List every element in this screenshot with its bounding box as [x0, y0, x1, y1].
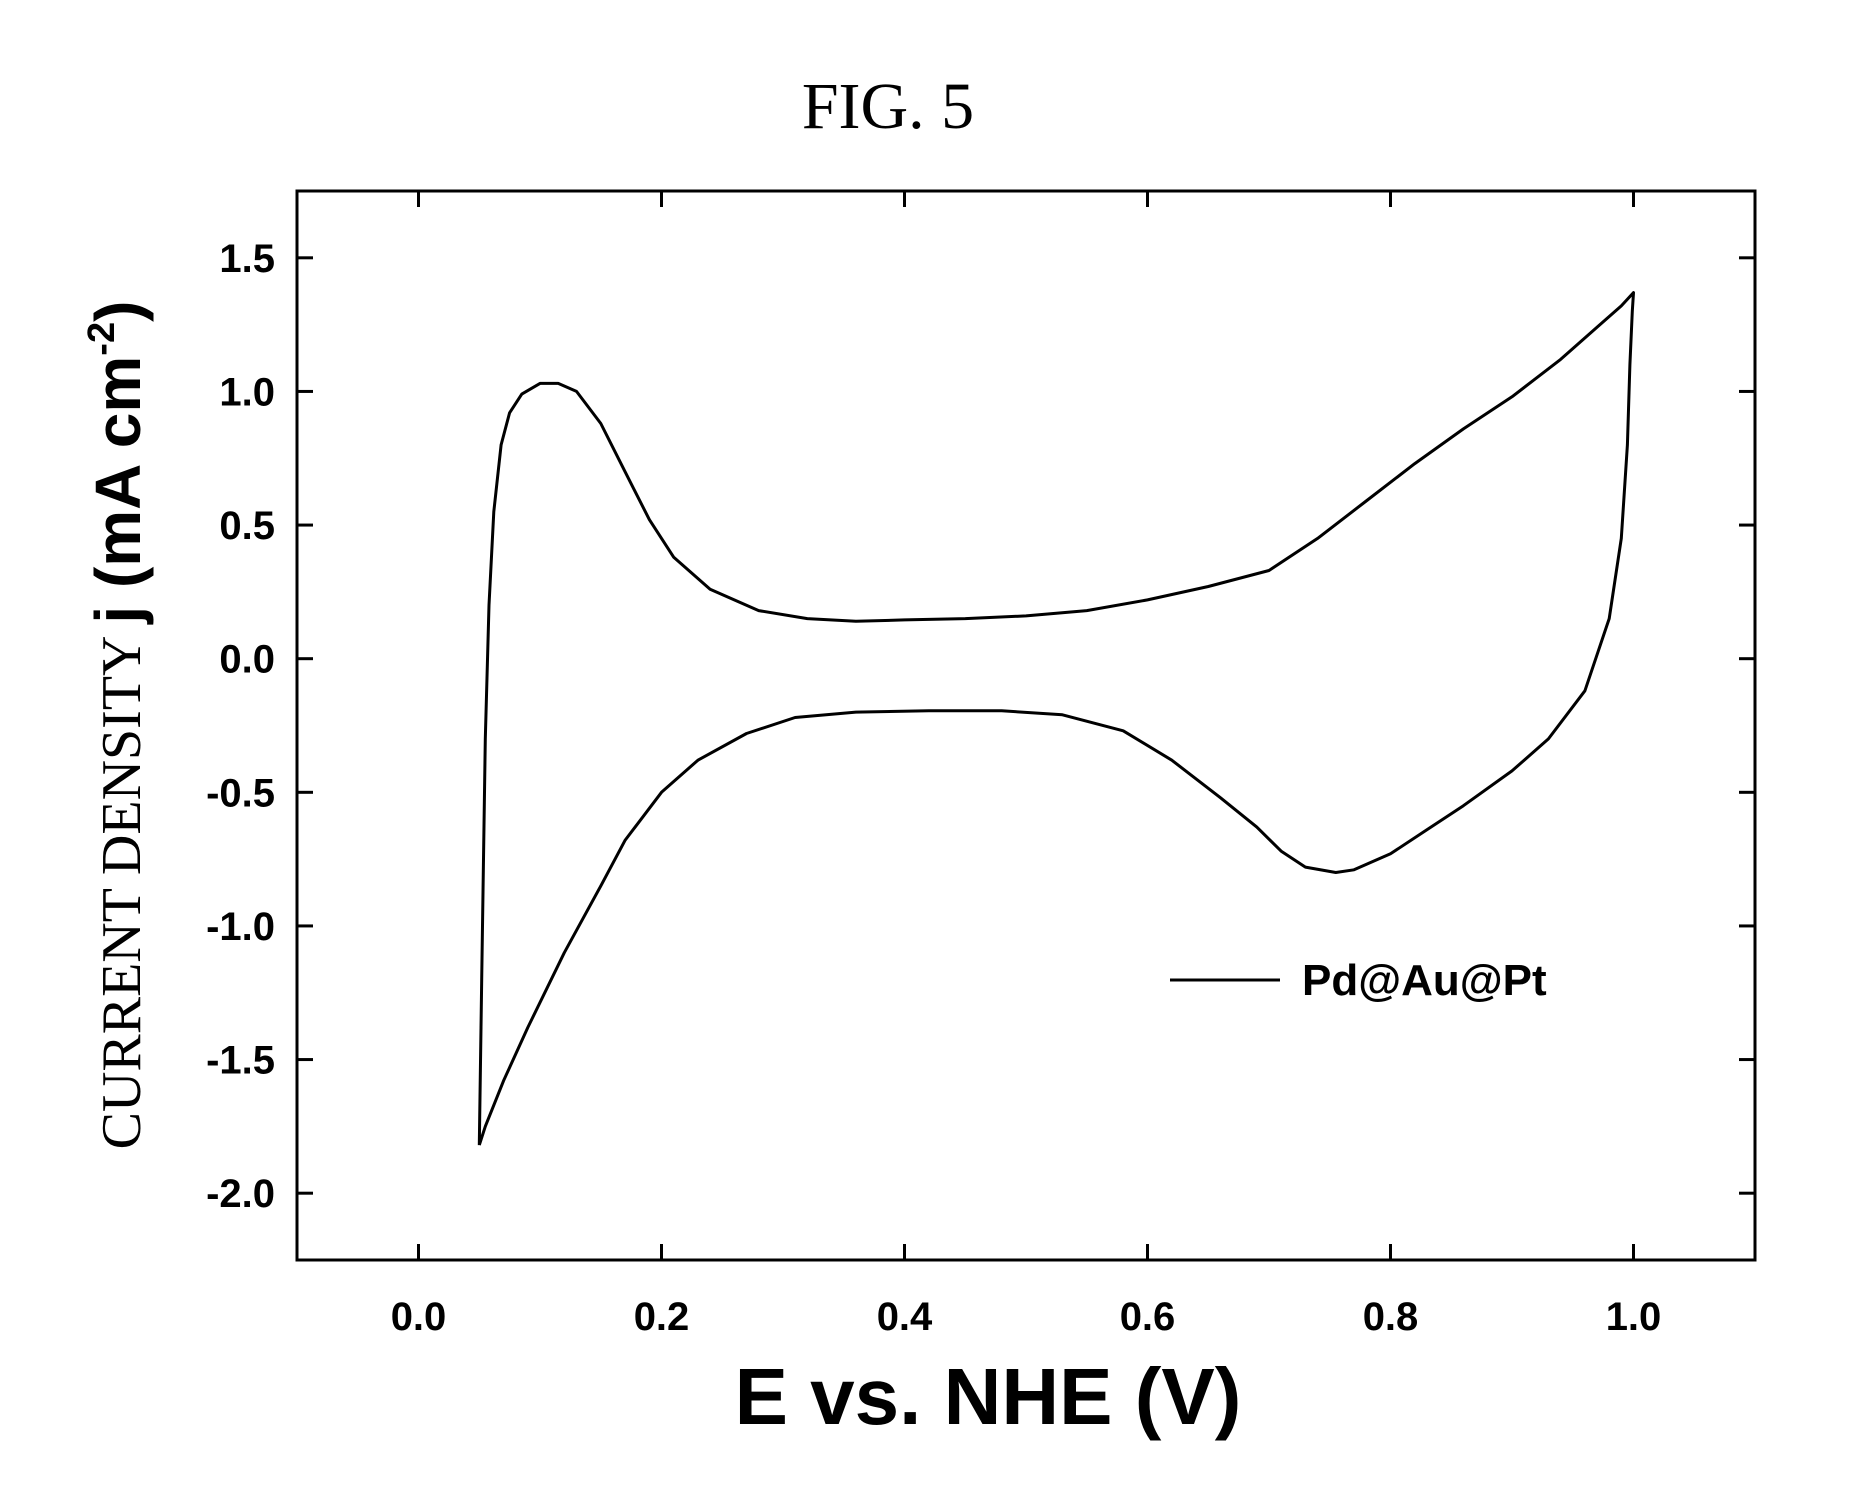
series-line-pd-au-pt — [477, 291, 1635, 1146]
x-tick-label: 0.4 — [877, 1295, 933, 1339]
legend-label: Pd@Au@Pt — [1302, 956, 1547, 1005]
x-tick-label: 1.0 — [1606, 1295, 1662, 1339]
y-axis-label-superscript: -2 — [81, 322, 123, 356]
y-axis-label: CURRENT DENSITY j (mA cm-2) — [81, 301, 154, 1150]
x-tick-label: 0.6 — [1120, 1295, 1176, 1339]
y-tick-label: -2.0 — [206, 1172, 275, 1216]
x-tick-label: 0.2 — [634, 1295, 690, 1339]
y-tick-label: -1.5 — [206, 1039, 275, 1083]
y-tick-label: 1.5 — [219, 237, 275, 281]
x-axis-label: E vs. NHE (V) — [735, 1352, 1242, 1441]
x-tick-label: 0.8 — [1363, 1295, 1419, 1339]
y-axis-label-prefix: CURRENT DENSITY — [91, 624, 153, 1150]
y-tick-label: -0.5 — [206, 771, 275, 815]
legend: Pd@Au@Pt — [1170, 956, 1547, 1005]
y-axis-label-suffix: ) — [82, 301, 154, 322]
x-tick-label: 0.0 — [391, 1295, 447, 1339]
y-tick-label: 0.5 — [219, 504, 275, 548]
y-tick-label: 1.0 — [219, 370, 275, 414]
tick-labels: 0.0 0.2 0.4 0.6 0.8 1.0 1.5 1.0 0.5 0.0 -0.5 -1.0 -1… — [206, 237, 1661, 1339]
plot-frame — [295, 189, 1757, 1262]
y-tick-label: 0.0 — [219, 638, 275, 682]
y-axis-label-main: j (mA cm — [82, 356, 154, 625]
figure-title: FIG. 5 — [802, 70, 974, 143]
axis-ticks — [297, 191, 1755, 1260]
y-tick-label: -1.0 — [206, 905, 275, 949]
